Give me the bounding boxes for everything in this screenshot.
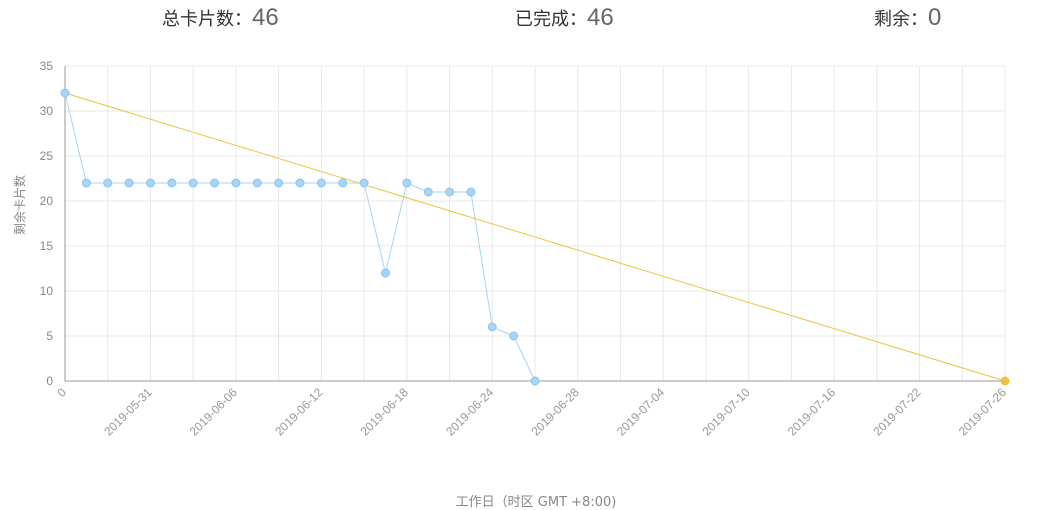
x-axis-label: 工作日（时区 GMT +8:00) (456, 495, 617, 510)
series-0-point (530, 376, 540, 386)
remaining-value: 0 (928, 4, 942, 31)
series-0-point (231, 178, 241, 188)
y-tick-label: 20 (40, 194, 54, 208)
series-0-point (295, 178, 305, 188)
series-0-point (402, 178, 412, 188)
x-tick-label: 2019-06-24 (443, 385, 497, 439)
x-tick-label: 2019-06-18 (358, 385, 412, 439)
y-tick-label: 15 (40, 239, 54, 253)
x-tick-label: 2019-07-16 (785, 385, 839, 439)
x-tick-label: 2019-07-22 (870, 385, 924, 439)
total-cards-stat: 总卡片数： 46 (162, 4, 279, 40)
series-0-point (445, 187, 455, 197)
y-tick-label: 35 (40, 59, 54, 73)
series-0-point (210, 178, 220, 188)
total-cards-value: 46 (252, 4, 279, 31)
series-0-point (252, 178, 262, 188)
series-1-end-point (1000, 376, 1010, 386)
y-axis-label: 剩余卡片数 (12, 175, 27, 235)
x-tick-label: 2019-07-26 (956, 385, 1010, 439)
x-tick-label: 2019-06-06 (187, 385, 241, 439)
series-0-point (103, 178, 113, 188)
series-0-point (316, 178, 326, 188)
x-tick-label: 2019-05-31 (101, 385, 155, 439)
series-0-point (487, 322, 497, 332)
y-tick-label: 25 (40, 149, 54, 163)
x-tick-label: 2019-07-10 (699, 385, 753, 439)
series-0-point (423, 187, 433, 197)
series-0-point (145, 178, 155, 188)
chart-tick-labels: 0 2019-05-31 2019-06-06 2019-06-12 2019-06-1… (40, 59, 1010, 439)
series-0-point (359, 178, 369, 188)
completed-stat: 已完成： 46 (515, 4, 614, 40)
chart-series (60, 88, 1010, 386)
series-0-point (81, 178, 91, 188)
series-0-point (60, 88, 70, 98)
series-0-point (338, 178, 348, 188)
remaining-stat: 剩余： 0 (874, 4, 941, 40)
y-tick-label: 5 (46, 329, 53, 343)
x-tick-label: 0 (54, 385, 69, 400)
series-0-point (124, 178, 134, 188)
remaining-label: 剩余： (874, 9, 928, 30)
series-0-line (64, 92, 536, 382)
completed-value: 46 (587, 4, 614, 31)
series-0-point (274, 178, 284, 188)
y-tick-label: 10 (40, 284, 54, 298)
y-tick-label: 30 (40, 104, 54, 118)
series-0-point (188, 178, 198, 188)
series-0-point (380, 268, 390, 278)
series-1-line (64, 92, 1006, 382)
chart-grid (64, 65, 1006, 382)
y-tick-label: 0 (46, 374, 53, 388)
x-tick-label: 2019-06-12 (272, 385, 326, 439)
x-tick-label: 2019-07-04 (614, 385, 668, 439)
completed-label: 已完成： (515, 9, 587, 30)
series-0-point (509, 331, 519, 341)
x-tick-label: 2019-06-28 (529, 385, 583, 439)
series-0-point (167, 178, 177, 188)
series-0-point (466, 187, 476, 197)
total-cards-label: 总卡片数： (162, 9, 252, 30)
